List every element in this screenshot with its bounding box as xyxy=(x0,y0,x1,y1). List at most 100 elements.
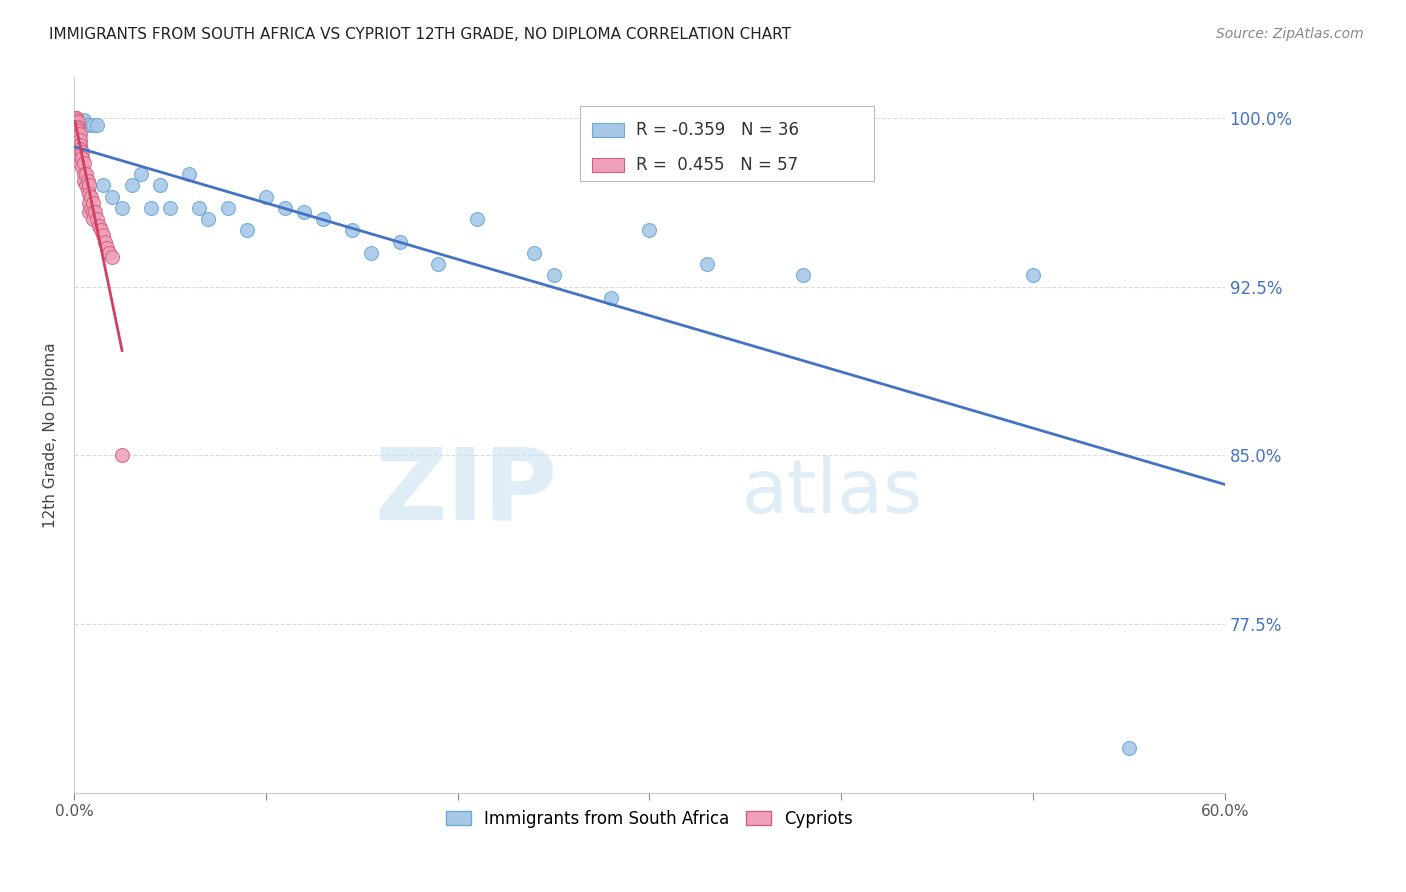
Point xyxy=(465,212,488,227)
Text: IMMIGRANTS FROM SOUTH AFRICA VS CYPRIOT 12TH GRADE, NO DIPLOMA CORRELATION CHART: IMMIGRANTS FROM SOUTH AFRICA VS CYPRIOT … xyxy=(49,27,792,42)
Point xyxy=(129,167,152,181)
Point xyxy=(427,257,450,271)
Point xyxy=(69,152,91,166)
Point xyxy=(101,251,124,265)
Point xyxy=(1022,268,1045,283)
Point xyxy=(65,118,87,132)
Point xyxy=(66,128,89,143)
Point xyxy=(75,167,97,181)
Point xyxy=(121,178,143,193)
Point xyxy=(65,111,87,125)
Point xyxy=(523,245,546,260)
Point xyxy=(87,219,110,233)
Text: R = -0.359   N = 36: R = -0.359 N = 36 xyxy=(636,121,799,139)
Point xyxy=(90,223,112,237)
Point xyxy=(66,122,89,136)
Point xyxy=(73,174,96,188)
Point xyxy=(65,124,87,138)
Point xyxy=(187,201,209,215)
Point xyxy=(76,118,98,132)
Point xyxy=(91,227,114,242)
Point xyxy=(274,201,297,215)
Text: Source: ZipAtlas.com: Source: ZipAtlas.com xyxy=(1216,27,1364,41)
Point xyxy=(94,235,117,249)
Point xyxy=(111,201,134,215)
Point xyxy=(63,111,86,125)
Point xyxy=(254,189,277,203)
Point xyxy=(69,133,91,147)
Point xyxy=(66,124,89,138)
Point xyxy=(86,118,108,132)
Point xyxy=(66,115,89,129)
Point xyxy=(101,189,124,203)
Point xyxy=(65,122,87,136)
Point xyxy=(79,196,101,211)
Point xyxy=(66,137,89,152)
Point xyxy=(638,223,661,237)
Point xyxy=(312,212,335,227)
Point xyxy=(82,118,104,132)
Y-axis label: 12th Grade, No Diploma: 12th Grade, No Diploma xyxy=(44,343,58,528)
FancyBboxPatch shape xyxy=(592,123,624,137)
Point xyxy=(65,118,87,132)
Point xyxy=(292,205,315,219)
Point xyxy=(82,205,104,219)
Point xyxy=(1118,740,1140,755)
Point xyxy=(91,178,114,193)
Point xyxy=(73,156,96,170)
Point xyxy=(65,115,87,129)
Point xyxy=(96,241,118,255)
Point xyxy=(69,147,91,161)
Point xyxy=(63,111,86,125)
Point xyxy=(73,115,96,129)
Text: R =  0.455   N = 57: R = 0.455 N = 57 xyxy=(636,155,797,174)
Point xyxy=(73,167,96,181)
Point xyxy=(159,201,181,215)
Point xyxy=(235,223,257,237)
Point xyxy=(80,189,103,203)
Point xyxy=(79,187,101,202)
Text: atlas: atlas xyxy=(741,456,922,529)
Point xyxy=(66,145,89,159)
Point xyxy=(600,291,623,305)
Point xyxy=(80,201,103,215)
Point xyxy=(70,145,93,159)
Point xyxy=(86,212,108,227)
Point xyxy=(149,178,172,193)
Point xyxy=(76,183,98,197)
Text: ZIP: ZIP xyxy=(374,443,557,541)
Point xyxy=(139,201,162,215)
Point xyxy=(111,448,134,462)
Point xyxy=(69,137,91,152)
Point xyxy=(70,161,93,175)
Point xyxy=(75,178,97,193)
Point xyxy=(69,127,91,141)
Point xyxy=(65,113,87,128)
Point xyxy=(65,120,87,134)
Point xyxy=(79,205,101,219)
Point xyxy=(66,127,89,141)
Point xyxy=(66,133,89,147)
Legend: Immigrants from South Africa, Cypriots: Immigrants from South Africa, Cypriots xyxy=(439,803,859,834)
Point xyxy=(543,268,565,283)
Point xyxy=(76,174,98,188)
Point xyxy=(79,178,101,193)
Point xyxy=(73,113,96,128)
Point xyxy=(63,113,86,128)
FancyBboxPatch shape xyxy=(581,106,873,181)
Point xyxy=(84,205,107,219)
Point xyxy=(69,120,91,134)
Point xyxy=(69,156,91,170)
Point xyxy=(360,245,382,260)
FancyBboxPatch shape xyxy=(592,158,624,171)
Point xyxy=(340,223,363,237)
Point xyxy=(217,201,239,215)
Point xyxy=(389,235,412,249)
Point xyxy=(70,152,93,166)
Point xyxy=(65,111,87,125)
Point xyxy=(179,167,201,181)
Point xyxy=(82,212,104,227)
Point xyxy=(69,143,91,157)
Point xyxy=(66,120,89,134)
Point xyxy=(792,268,814,283)
